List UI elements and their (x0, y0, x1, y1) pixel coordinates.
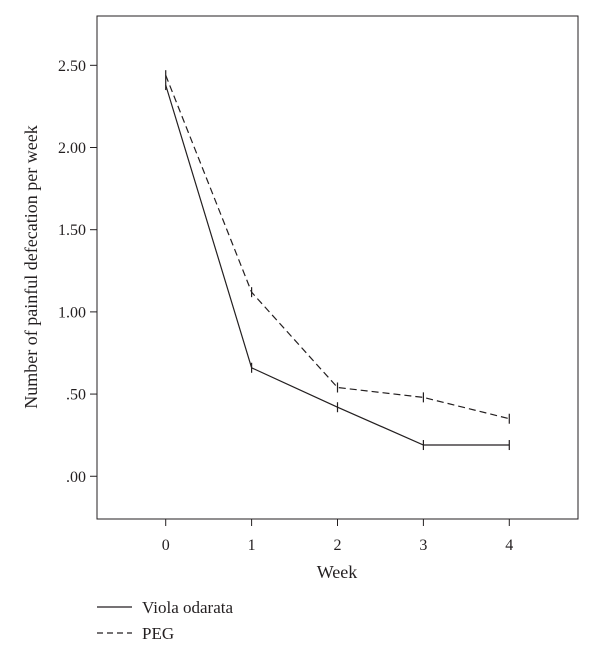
series-layer (165, 70, 510, 451)
x-tick-label: 2 (334, 537, 342, 554)
y-tick-label: 2.00 (58, 140, 86, 157)
plot-frame (96, 15, 579, 520)
series-line-1 (165, 74, 510, 420)
y-axis-label: Number of painful defecation per week (21, 125, 41, 408)
x-tick-label: 4 (505, 537, 513, 554)
x-tick-label: 0 (162, 537, 170, 554)
y-axis: .00 .50 1.00 1.50 2.00 2.50 (58, 58, 97, 486)
x-tick-label: 1 (248, 537, 256, 554)
y-tick-label: 1.50 (58, 222, 86, 239)
legend-label-1: PEG (142, 624, 174, 643)
legend-label-0: Viola odarata (142, 598, 233, 617)
legend: Viola odarata PEG (97, 598, 233, 643)
x-axis-label: Week (317, 562, 358, 582)
y-tick-label: 1.00 (58, 304, 86, 321)
y-tick-label: 2.50 (58, 58, 86, 75)
x-axis: 0 1 2 3 4 (162, 519, 513, 554)
x-tick-label: 3 (419, 537, 427, 554)
y-tick-label: .00 (66, 469, 86, 486)
y-tick-label: .50 (66, 387, 86, 404)
